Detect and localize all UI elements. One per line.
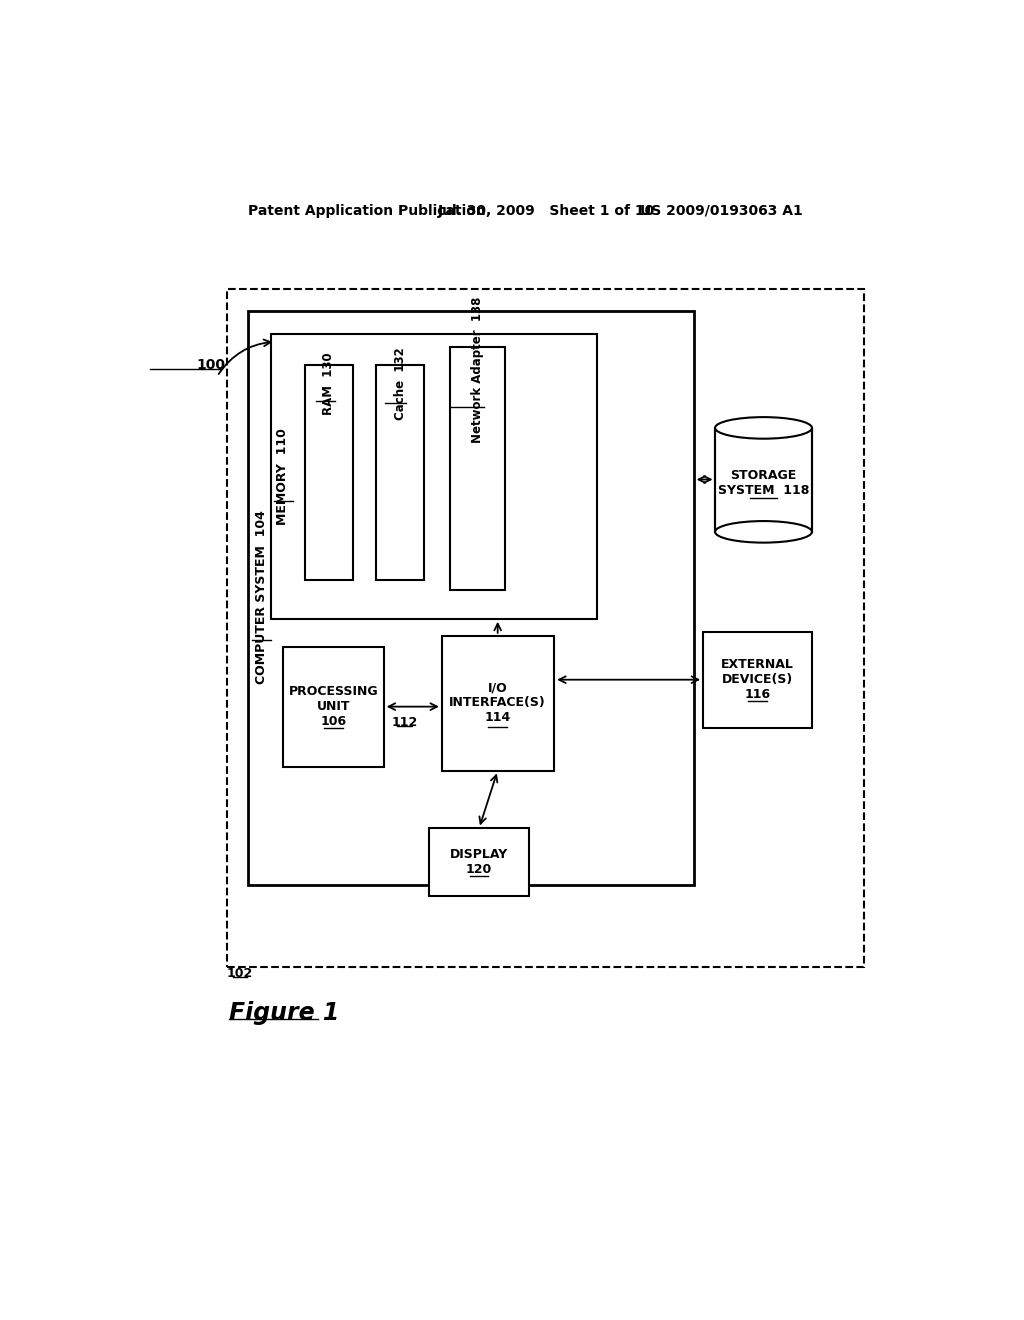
Bar	[442, 636, 554, 771]
Text: I/O
INTERFACE(S)
114: I/O INTERFACE(S) 114	[450, 681, 546, 725]
Text: DISPLAY
120: DISPLAY 120	[450, 849, 508, 876]
Bar	[376, 364, 424, 581]
Text: PROCESSING
UNIT
106: PROCESSING UNIT 106	[289, 685, 378, 729]
Text: RAM  130: RAM 130	[323, 352, 335, 416]
Text: 102: 102	[226, 966, 253, 979]
Ellipse shape	[715, 521, 812, 543]
Text: Network Adapter  138: Network Adapter 138	[471, 297, 484, 444]
Bar	[450, 347, 506, 590]
Bar	[305, 364, 352, 581]
Text: 112: 112	[391, 715, 418, 729]
Text: EXTERNAL
DEVICE(S)
116: EXTERNAL DEVICE(S) 116	[721, 659, 794, 701]
Bar	[227, 289, 864, 966]
Text: Jul. 30, 2009   Sheet 1 of 10: Jul. 30, 2009 Sheet 1 of 10	[438, 203, 655, 218]
Bar	[271, 334, 597, 619]
Text: Cache  132: Cache 132	[393, 347, 407, 420]
Bar	[429, 829, 529, 896]
Ellipse shape	[715, 417, 812, 438]
Text: US 2009/0193063 A1: US 2009/0193063 A1	[640, 203, 802, 218]
Bar	[248, 312, 693, 884]
Bar	[283, 647, 384, 767]
Text: STORAGE
SYSTEM  118: STORAGE SYSTEM 118	[718, 470, 809, 498]
Bar	[716, 428, 812, 532]
Text: COMPUTER SYSTEM  104: COMPUTER SYSTEM 104	[255, 511, 268, 684]
Text: MEMORY  110: MEMORY 110	[276, 428, 290, 525]
Text: 100: 100	[197, 358, 225, 372]
Text: Patent Application Publication: Patent Application Publication	[248, 203, 485, 218]
Bar	[703, 632, 812, 729]
Text: Figure 1: Figure 1	[228, 1001, 339, 1026]
